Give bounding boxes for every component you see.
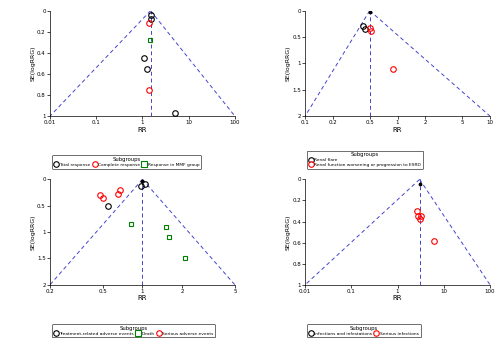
Legend: Total response, Complete response, Response in MMF group: Total response, Complete response, Respo…: [52, 155, 201, 169]
X-axis label: RR: RR: [138, 295, 147, 302]
X-axis label: RR: RR: [138, 127, 147, 133]
Y-axis label: SE(logRRG): SE(logRRG): [286, 46, 291, 81]
X-axis label: RR: RR: [393, 295, 402, 302]
Y-axis label: SE(logRRG): SE(logRRG): [286, 214, 291, 250]
Legend: Infections and infestations, Serious infections: Infections and infestations, Serious inf…: [308, 324, 420, 337]
Y-axis label: SE(logRRG): SE(logRRG): [30, 214, 36, 250]
Legend: Treatment-related adverse events, Death, Serious adverse events: Treatment-related adverse events, Death,…: [52, 324, 216, 337]
Legend: Renal flare, Renal function worsening or progression to ESRD: Renal flare, Renal function worsening or…: [308, 151, 423, 169]
X-axis label: RR: RR: [393, 127, 402, 133]
Y-axis label: SE(logRRG): SE(logRRG): [30, 46, 36, 81]
